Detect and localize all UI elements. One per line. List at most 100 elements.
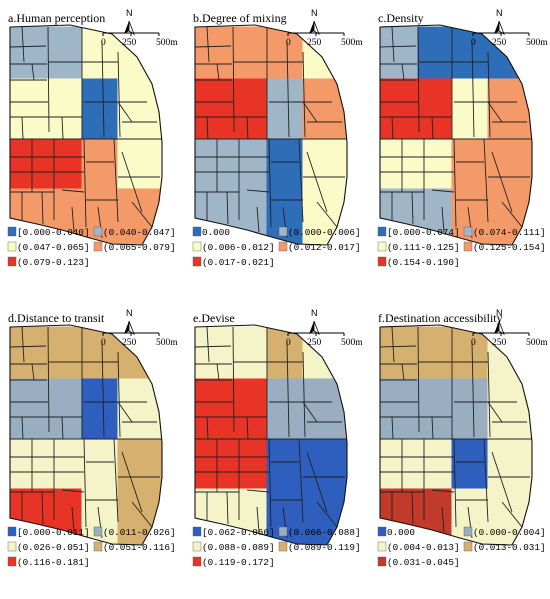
map-zone bbox=[195, 78, 234, 140]
street-network bbox=[380, 326, 532, 539]
legend-item: (0.013-0.031] bbox=[463, 541, 546, 553]
map-zone bbox=[487, 438, 532, 490]
legend-swatch bbox=[463, 526, 473, 537]
street-network bbox=[10, 326, 162, 539]
scale-label-mid: 250 bbox=[122, 38, 137, 48]
legend-item: (0.119-0.172] bbox=[192, 556, 275, 568]
legend-item: [0.000-0.074] bbox=[377, 226, 460, 238]
street-network bbox=[195, 326, 347, 539]
legend-swatch bbox=[278, 241, 288, 252]
legend-swatch bbox=[377, 226, 387, 237]
legend: [0.000-0.011] (0.011-0.026] (0.026-0.051] (… bbox=[7, 526, 176, 568]
map-zone bbox=[232, 188, 268, 245]
legend-item: (0.066-0.088] bbox=[278, 526, 361, 538]
legend-swatch bbox=[192, 241, 202, 252]
legend-label: [0.062-0.066] bbox=[202, 527, 275, 538]
legend-swatch bbox=[93, 526, 103, 537]
map-zone bbox=[47, 378, 83, 440]
scale-label-zero: 0 bbox=[101, 338, 106, 348]
map-zone bbox=[117, 378, 162, 440]
legend-label: (0.051-0.116] bbox=[103, 542, 176, 553]
legend-swatch bbox=[463, 541, 473, 552]
scale-label-zero: 0 bbox=[286, 338, 291, 348]
legend-swatch bbox=[192, 526, 202, 537]
legend-swatch bbox=[377, 256, 387, 267]
panel-title: d.Distance to transit bbox=[8, 311, 105, 325]
legend-label: (0.011-0.026] bbox=[103, 527, 176, 538]
legend-label: (0.111-0.125] bbox=[387, 242, 460, 253]
legend-swatch bbox=[278, 526, 288, 537]
legend-label: (0.119-0.172] bbox=[202, 557, 275, 568]
map-zone bbox=[417, 378, 453, 440]
scale-bar bbox=[472, 32, 530, 36]
map-zone bbox=[232, 26, 268, 80]
legend-label: [0.000-0.074] bbox=[387, 227, 460, 238]
map-zone bbox=[380, 78, 419, 140]
legend-item: (0.051-0.116] bbox=[93, 541, 176, 553]
legend-item: (0.065-0.079] bbox=[93, 241, 176, 253]
map-zone bbox=[266, 78, 304, 140]
map-cells bbox=[10, 326, 162, 545]
north-arrow-icon bbox=[124, 320, 135, 335]
legend-swatch bbox=[463, 241, 473, 252]
legend-label: 0.000 bbox=[387, 527, 415, 538]
panel-title: f.Destination accessibility bbox=[378, 311, 503, 325]
legend-label: (0.074-0.111] bbox=[473, 227, 546, 238]
legend-item: [0.000-0.040] bbox=[7, 226, 90, 238]
map-zone bbox=[81, 438, 119, 490]
legend-item: (0.089-0.119] bbox=[278, 541, 361, 553]
map-zone bbox=[451, 26, 489, 80]
map-zone bbox=[195, 326, 234, 380]
legend-swatch bbox=[377, 241, 387, 252]
map-zone bbox=[81, 78, 119, 140]
panel-title: c.Density bbox=[378, 11, 424, 25]
legend-label: (0.000-0.006] bbox=[288, 227, 361, 238]
legend-label: (0.026-0.051] bbox=[17, 542, 90, 553]
map-zone bbox=[302, 78, 347, 140]
legend-label: (0.040-0.047] bbox=[103, 227, 176, 238]
map-panel-1: a.Human perception N 0 250 500m [0.000-0.040]… bbox=[7, 8, 178, 268]
district-boundary bbox=[379, 24, 533, 246]
map-zone bbox=[417, 26, 453, 80]
legend-item: (0.116-0.181] bbox=[7, 556, 90, 568]
map-zone bbox=[81, 326, 119, 380]
panel-title: e.Devise bbox=[193, 311, 235, 325]
map-zone bbox=[417, 438, 453, 490]
map-zone bbox=[117, 26, 162, 80]
map-zone bbox=[451, 438, 489, 490]
scale-bar bbox=[102, 32, 160, 36]
north-label: N bbox=[126, 308, 133, 318]
legend-swatch bbox=[192, 556, 202, 567]
legend-label: (0.125-0.154] bbox=[473, 242, 546, 253]
map-zone bbox=[487, 26, 532, 80]
legend-item: [0.062-0.066] bbox=[192, 526, 275, 538]
map-zone bbox=[195, 138, 234, 190]
map-zone bbox=[81, 138, 119, 190]
scale-label-mid: 250 bbox=[307, 338, 322, 348]
legend-label: (0.000-0.004] bbox=[473, 527, 546, 538]
map-zone bbox=[10, 78, 49, 140]
map-zone bbox=[487, 138, 532, 190]
map-zone bbox=[10, 378, 49, 440]
scale-label-zero: 0 bbox=[471, 38, 476, 48]
map-zone bbox=[451, 326, 489, 380]
legend-label: (0.047-0.065] bbox=[17, 242, 90, 253]
legend-swatch bbox=[278, 226, 288, 237]
map-zone bbox=[451, 78, 489, 140]
legend-swatch bbox=[192, 256, 202, 267]
legend-label: (0.006-0.012] bbox=[202, 242, 275, 253]
map-panel-2: b.Degree of mixing N 0 250 500m 0.000 (0.000-0… bbox=[192, 8, 363, 268]
legend-swatch bbox=[7, 556, 17, 567]
map-zone bbox=[47, 326, 83, 380]
legend-swatch bbox=[7, 256, 17, 267]
map-zone bbox=[417, 78, 453, 140]
map-zone bbox=[266, 138, 304, 190]
legend-label: [0.000-0.040] bbox=[17, 227, 90, 238]
north-label: N bbox=[311, 308, 318, 318]
legend-item: (0.154-0.190] bbox=[377, 256, 460, 268]
street-network bbox=[195, 26, 347, 239]
street-network bbox=[380, 26, 532, 239]
scale-label-end: 500m bbox=[341, 38, 363, 48]
map-panel-4: d.Distance to transit N 0 250 500m [0.000-0.0… bbox=[7, 308, 178, 568]
